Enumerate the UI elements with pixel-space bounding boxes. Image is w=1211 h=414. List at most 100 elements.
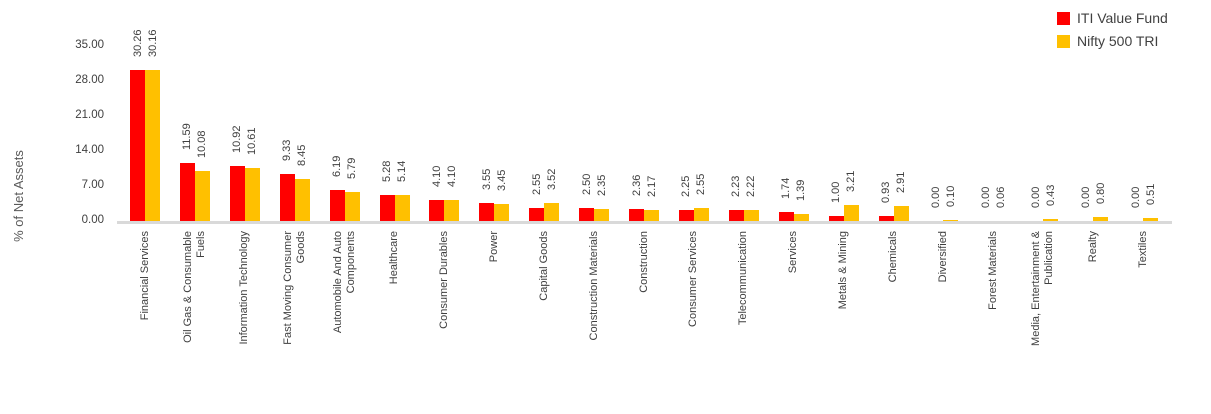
value-label: 0.00	[1129, 186, 1142, 208]
value-label: 10.92	[231, 125, 244, 153]
x-axis-line	[117, 221, 1172, 224]
x-axis-category-label: Construction Materials	[587, 231, 600, 341]
value-label: 3.55	[480, 168, 493, 190]
x-axis-category-label: Consumer Durables	[437, 231, 450, 329]
legend: ITI Value Fund Nifty 500 TRI	[1057, 10, 1168, 49]
y-axis-title: % of Net Assets	[11, 150, 26, 242]
bar-nifty-500-tri	[893, 206, 909, 221]
bar-nifty-500-tri	[244, 168, 260, 221]
legend-label-iti-value-fund: ITI Value Fund	[1077, 10, 1168, 26]
value-label: 30.16	[146, 29, 159, 57]
value-label: 6.19	[331, 155, 344, 177]
bar-nifty-500-tri	[294, 179, 310, 221]
bar-iti-value-fund	[878, 216, 894, 221]
value-label: 2.91	[895, 171, 907, 193]
y-axis-tick-label: 14.00	[75, 144, 104, 156]
y-axis-tick-label: 7.00	[81, 179, 104, 191]
x-axis-category-label: Telecommunication	[737, 231, 750, 326]
bar-nifty-500-tri	[943, 220, 959, 221]
bar-nifty-500-tri	[644, 210, 659, 221]
value-label: 11.59	[181, 123, 194, 150]
bar-nifty-500-tri	[1143, 218, 1158, 221]
y-axis-tick-label: 35.00	[75, 39, 104, 51]
value-label: 10.61	[246, 127, 259, 155]
legend-item-iti-value-fund: ITI Value Fund	[1057, 10, 1168, 26]
value-label: 0.00	[1079, 186, 1092, 208]
x-axis-category-label: Textiles	[1136, 231, 1149, 268]
x-axis-category-label: Services	[787, 231, 800, 274]
legend-label-nifty-500-tri: Nifty 500 TRI	[1077, 33, 1159, 49]
x-axis-category-label: Chemicals	[887, 231, 899, 283]
x-axis-category-label: Healthcare	[388, 231, 400, 285]
x-axis-category-label: Power	[487, 231, 500, 263]
value-label: 3.45	[495, 169, 508, 191]
value-label: 3.52	[545, 168, 558, 190]
value-label: 2.36	[630, 174, 643, 196]
bar-iti-value-fund	[678, 210, 694, 221]
bar-iti-value-fund	[828, 216, 844, 221]
bar-iti-value-fund	[529, 208, 545, 221]
value-label: 0.43	[1044, 184, 1057, 206]
bar-nifty-500-tri	[494, 204, 510, 221]
value-label: 10.08	[196, 130, 209, 158]
x-axis-category-label: Capital Goods	[537, 231, 550, 301]
bar-iti-value-fund	[179, 163, 195, 221]
value-label: 2.25	[680, 175, 693, 197]
bar-nifty-500-tri	[1093, 217, 1109, 221]
bar-nifty-500-tri	[793, 214, 809, 221]
value-label: 2.55	[530, 173, 543, 195]
value-label: 0.00	[979, 186, 992, 208]
x-axis-category-label: Realty	[1086, 231, 1099, 263]
bar-iti-value-fund	[130, 70, 145, 221]
x-axis-category-label: Construction	[637, 231, 650, 293]
bar-nifty-500-tri	[544, 203, 560, 221]
value-label: 3.21	[845, 170, 858, 192]
bar-nifty-500-tri	[843, 205, 859, 221]
value-label: 2.17	[645, 175, 658, 197]
value-label: 0.51	[1144, 183, 1157, 205]
value-label: 0.10	[944, 185, 957, 207]
value-label: 1.39	[795, 179, 808, 201]
value-label: 8.45	[296, 144, 309, 166]
bar-nifty-500-tri	[444, 200, 460, 221]
value-label: 4.10	[445, 165, 458, 187]
value-label: 30.26	[131, 29, 144, 57]
legend-swatch-gold-icon	[1057, 34, 1070, 48]
value-label: 2.35	[595, 174, 608, 196]
value-label: 2.23	[730, 175, 743, 197]
bar-nifty-500-tri	[344, 192, 360, 221]
bar-iti-value-fund	[778, 212, 794, 221]
x-axis-category-label: Forest Materials	[986, 231, 999, 310]
value-label: 5.28	[381, 160, 393, 182]
y-axis-tick-label: 21.00	[75, 109, 104, 121]
x-axis-category-label: Information Technology	[238, 231, 251, 345]
legend-item-nifty-500-tri: Nifty 500 TRI	[1057, 33, 1168, 49]
value-label: 0.80	[1094, 182, 1107, 204]
value-label: 1.00	[830, 181, 843, 203]
y-axis-tick-label: 28.00	[75, 74, 104, 86]
y-axis-tick-label: 0.00	[81, 214, 104, 226]
bar-iti-value-fund	[379, 195, 395, 221]
value-label: 4.10	[430, 165, 443, 187]
value-label: 9.33	[281, 139, 294, 161]
value-label: 0.93	[880, 181, 892, 203]
x-axis-category-label: Financial Services	[138, 231, 151, 321]
bar-nifty-500-tri	[194, 171, 210, 221]
bar-iti-value-fund	[279, 174, 295, 221]
value-label: 2.50	[580, 173, 593, 195]
value-label: 5.79	[346, 157, 359, 179]
value-label: 2.55	[695, 173, 708, 195]
bar-nifty-500-tri	[1043, 219, 1059, 221]
legend-swatch-red-icon	[1057, 11, 1070, 25]
bar-iti-value-fund	[579, 208, 595, 221]
x-axis-category-label: Fast Moving Consumer Goods	[281, 231, 307, 345]
bar-nifty-500-tri	[743, 210, 759, 221]
bar-iti-value-fund	[479, 203, 495, 221]
bar-iti-value-fund	[329, 190, 345, 221]
x-axis-category-label: Oil Gas & Consumable Fuels	[181, 231, 207, 343]
bar-iti-value-fund	[429, 200, 445, 221]
bar-nifty-500-tri	[145, 70, 160, 221]
value-label: 0.00	[929, 186, 942, 208]
bar-nifty-500-tri	[693, 208, 709, 221]
bar-iti-value-fund	[629, 209, 644, 221]
